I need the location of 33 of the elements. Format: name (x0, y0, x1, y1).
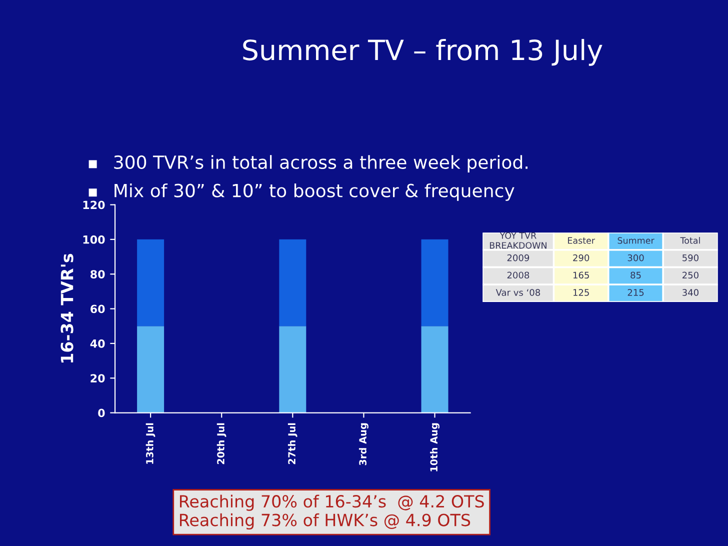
text: Reaching 70% of 16-34’s @ 4.2 OTS Reaching 73% of HWK’s @ 4.9 OTS (180, 494, 484, 530)
y-tick-label: 100 (83, 235, 105, 244)
text: 340 (682, 289, 698, 296)
x-tick-label: 20th Jul (216, 423, 226, 464)
text: 300 TVR’s in total across a three week period. (114, 155, 528, 173)
category-label: Total (680, 237, 700, 244)
x-tick-label: 10th Aug (430, 423, 440, 472)
category-label: Easter (568, 237, 596, 244)
text: 85 (630, 272, 641, 279)
y-axis-title: 16-34 TVR's (60, 254, 74, 362)
category-label: 2009 (507, 254, 530, 262)
text: 125 (573, 289, 589, 296)
text: 165 (573, 272, 589, 279)
text: 250 (682, 272, 698, 279)
text: 590 (682, 254, 698, 262)
text: 300 (628, 254, 644, 262)
x-tick-label: 27th Jul (288, 423, 298, 464)
y-tick-label: 120 (83, 200, 105, 210)
chart-title: Summer TV – from 13 July (243, 38, 602, 66)
text: 290 (573, 254, 590, 262)
y-tick-label: 80 (90, 270, 105, 278)
y-tick-label: 20 (90, 374, 105, 382)
x-tick-label: 13th Jul (146, 423, 156, 464)
text: 215 (628, 289, 644, 296)
x-tick-label: 3rd Aug (358, 423, 368, 466)
y-tick-label: 40 (90, 339, 105, 348)
y-tick-label: 0 (98, 408, 105, 418)
category-label: Summer (618, 237, 654, 244)
category-label: Var vs ‘08 (496, 289, 540, 296)
text: Mix of 30” & 10” to boost cover & frequency (114, 183, 514, 201)
category-label: 2008 (507, 272, 530, 279)
y-tick-label: 60 (90, 304, 105, 314)
text: YOY TVR BREAKDOWN (490, 232, 546, 249)
